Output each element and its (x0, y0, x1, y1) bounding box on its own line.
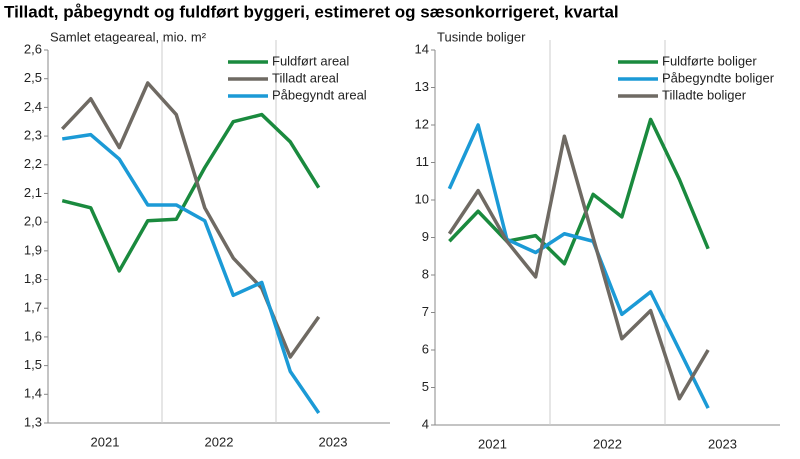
legend-label: Tilladte boliger (662, 87, 747, 102)
chart-title: Tilladt, påbegyndt og fuldført byggeri, … (4, 2, 619, 21)
y-tick-label: 14 (415, 41, 429, 56)
x-tick-label: 2023 (708, 436, 737, 451)
line (61, 132, 321, 414)
y-tick-label: 1,6 (24, 328, 42, 343)
legend-label: Fuldførte boliger (662, 53, 757, 68)
legend-label: Påbegyndte boliger (662, 70, 775, 85)
y-tick-label: 13 (415, 79, 429, 94)
x-tick-label: 2023 (319, 434, 348, 449)
y-tick-label: 2,0 (24, 214, 42, 229)
y-tick-label: 1,4 (24, 386, 42, 401)
y-tick-label: 12 (415, 116, 429, 131)
y-tick-label: 2,5 (24, 70, 42, 85)
y-tick-label: 2,6 (24, 41, 42, 56)
legend-label: Påbegyndt areal (272, 87, 367, 102)
x-tick-label: 2022 (205, 434, 234, 449)
y-tick-label: 1,5 (24, 357, 42, 372)
y-tick-label: 1,8 (24, 271, 42, 286)
y-tick-label: 11 (416, 154, 430, 169)
y-tick-label: 1,3 (24, 414, 42, 429)
y-tick-label: 1,7 (24, 300, 42, 315)
y-tick-label: 1,9 (24, 242, 42, 257)
y-tick-label: 4 (422, 416, 429, 431)
line (448, 117, 710, 266)
y-tick-label: 2,4 (24, 99, 42, 114)
line (60, 81, 321, 359)
y-tick-label: 10 (415, 191, 429, 206)
y-tick-label: 7 (422, 304, 429, 319)
y-tick-label: 9 (422, 229, 429, 244)
line (61, 112, 321, 273)
legend-label: Fuldført areal (272, 53, 349, 68)
y-tick-label: 6 (422, 341, 429, 356)
y-axis-label: Samlet etageareal, mio. m² (50, 29, 207, 44)
y-tick-label: 2,3 (24, 128, 42, 143)
y-tick-label: 2,1 (24, 185, 42, 200)
legend-label: Tilladt areal (272, 70, 339, 85)
y-tick-label: 5 (422, 379, 429, 394)
line (447, 134, 710, 401)
y-tick-label: 2,2 (24, 156, 42, 171)
line (447, 123, 710, 409)
x-tick-label: 2021 (478, 436, 507, 451)
y-axis-label: Tusinde boliger (437, 29, 526, 44)
x-tick-label: 2021 (91, 434, 120, 449)
x-tick-label: 2022 (593, 436, 622, 451)
y-tick-label: 8 (422, 266, 429, 281)
